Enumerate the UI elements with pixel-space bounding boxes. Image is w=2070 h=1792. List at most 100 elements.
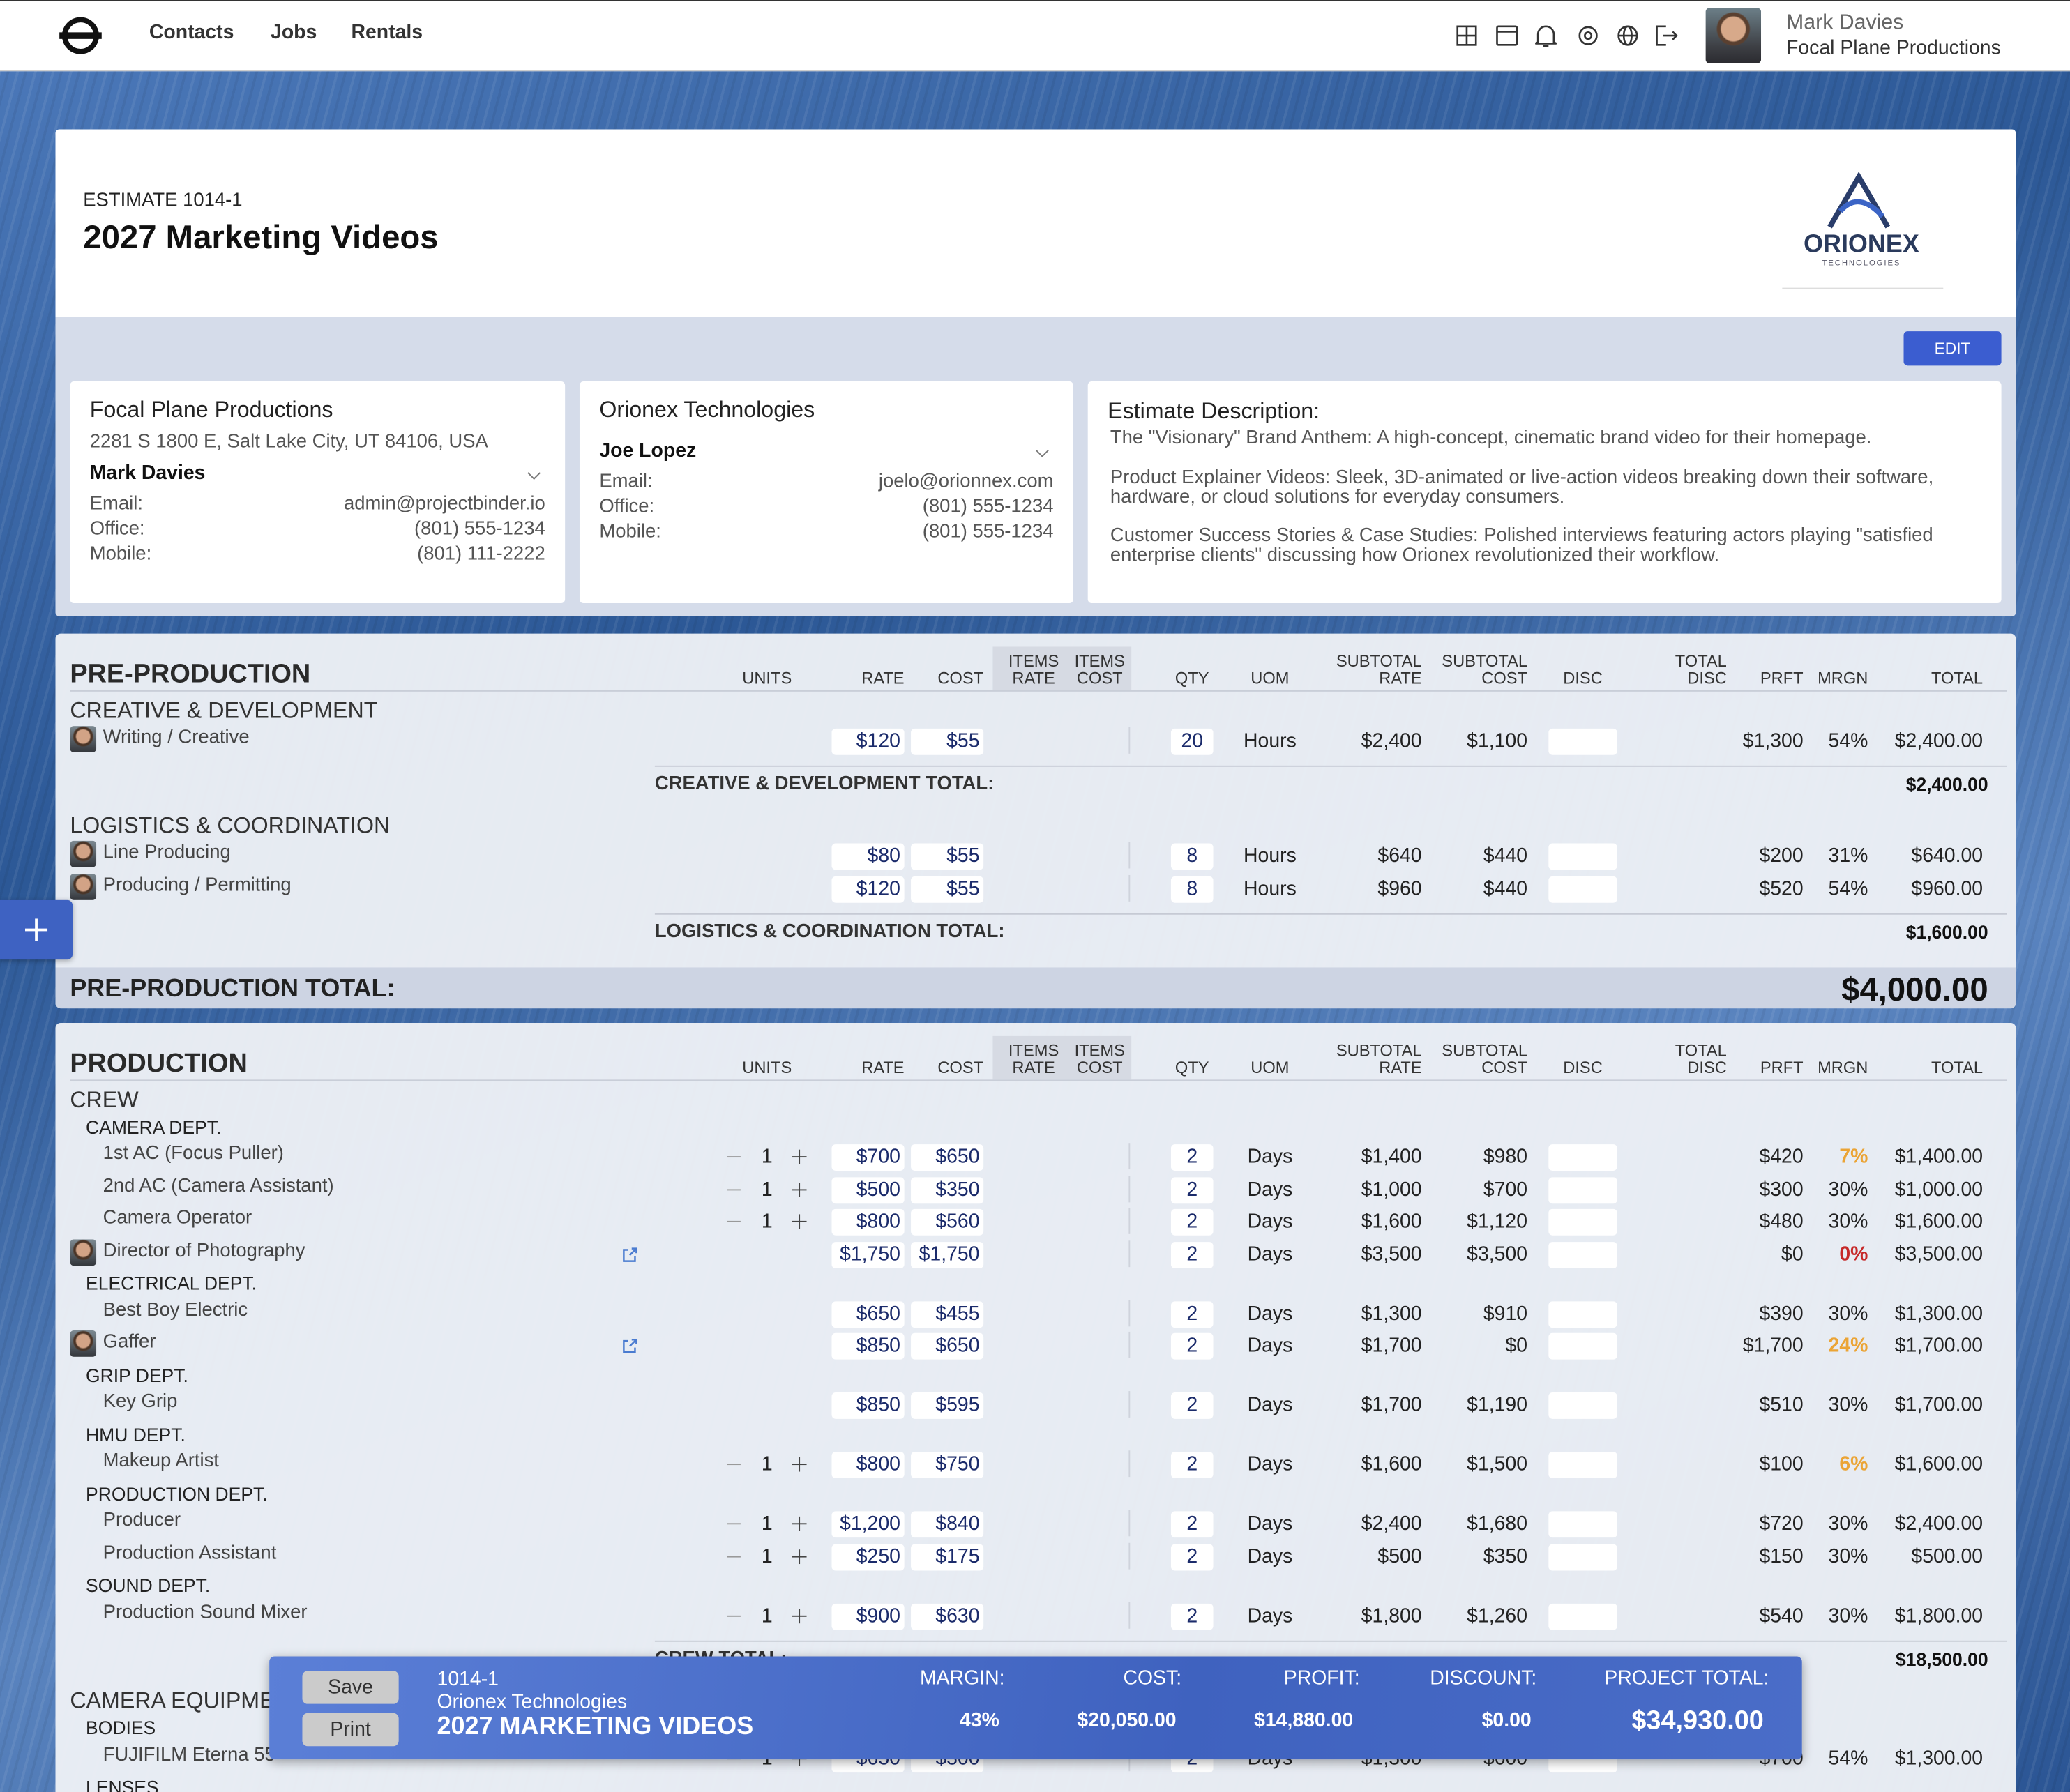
- discount-input[interactable]: [1548, 727, 1617, 754]
- print-button[interactable]: Print: [302, 1713, 399, 1747]
- cost[interactable]: $55: [911, 727, 984, 754]
- external-link[interactable]: [622, 1245, 638, 1269]
- units: 1: [761, 1453, 773, 1476]
- logo-divider: [1782, 287, 1944, 289]
- save-button[interactable]: Save: [302, 1671, 399, 1704]
- discount-input[interactable]: [1548, 1176, 1617, 1203]
- increment[interactable]: [792, 1516, 807, 1531]
- increment[interactable]: [792, 1214, 807, 1229]
- discount-input[interactable]: [1548, 1300, 1617, 1328]
- increment[interactable]: [792, 1149, 807, 1164]
- bell-icon[interactable]: [1534, 25, 1557, 47]
- qty[interactable]: 2: [1170, 1144, 1214, 1171]
- add-button[interactable]: [0, 899, 73, 960]
- contact-name[interactable]: Mark Davies: [89, 462, 206, 485]
- qty[interactable]: 2: [1170, 1452, 1214, 1478]
- increment[interactable]: [792, 1549, 807, 1564]
- decrement[interactable]: [727, 1220, 741, 1222]
- decrement[interactable]: [727, 1523, 741, 1525]
- cost[interactable]: $55: [911, 875, 984, 902]
- rate[interactable]: $900: [831, 1602, 905, 1630]
- rate[interactable]: $120: [831, 727, 905, 754]
- qty[interactable]: 2: [1170, 1176, 1214, 1203]
- cost[interactable]: $55: [911, 843, 984, 870]
- cost[interactable]: $1,750: [911, 1241, 984, 1268]
- discount-input[interactable]: [1548, 843, 1617, 870]
- discount-input[interactable]: [1548, 1144, 1617, 1171]
- subtotal-cost: $980: [1483, 1145, 1528, 1169]
- decrement[interactable]: [727, 1188, 741, 1190]
- qty[interactable]: 2: [1170, 1332, 1214, 1360]
- external-link[interactable]: [622, 1337, 638, 1360]
- cost[interactable]: $630: [911, 1602, 984, 1630]
- edit-button[interactable]: EDIT: [1903, 331, 2002, 366]
- cost[interactable]: $560: [911, 1208, 984, 1236]
- rate[interactable]: $120: [831, 875, 905, 902]
- external-link-icon[interactable]: [622, 1247, 638, 1263]
- qty[interactable]: 2: [1170, 1511, 1214, 1538]
- discount-input[interactable]: [1548, 1208, 1617, 1236]
- logo-bar: [59, 32, 102, 39]
- discount-input[interactable]: [1548, 1452, 1617, 1478]
- qty[interactable]: 20: [1170, 727, 1214, 754]
- decrement[interactable]: [727, 1156, 741, 1158]
- rate[interactable]: $80: [831, 843, 905, 870]
- settings-icon[interactable]: [1578, 26, 1598, 45]
- increment[interactable]: [792, 1608, 807, 1623]
- avatar: [70, 1238, 97, 1266]
- subtotal-rate: $1,700: [1361, 1334, 1422, 1357]
- qty[interactable]: 2: [1170, 1392, 1214, 1419]
- qty[interactable]: 8: [1170, 875, 1214, 902]
- nav-link[interactable]: Jobs: [271, 21, 317, 44]
- nav-link[interactable]: Rentals: [351, 21, 423, 44]
- discount-input[interactable]: [1548, 1241, 1617, 1268]
- app-logo[interactable]: [58, 13, 103, 58]
- qty[interactable]: 8: [1170, 843, 1214, 870]
- rate[interactable]: $800: [831, 1452, 905, 1478]
- qty[interactable]: 2: [1170, 1602, 1214, 1630]
- increment[interactable]: [792, 1182, 807, 1197]
- contact-dropdown[interactable]: [1036, 444, 1049, 457]
- external-link-icon[interactable]: [622, 1338, 638, 1354]
- user-avatar[interactable]: [1705, 8, 1762, 63]
- cost[interactable]: $750: [911, 1452, 984, 1478]
- subtotal-rate: $3,500: [1361, 1243, 1422, 1266]
- nav-link[interactable]: Contacts: [149, 21, 234, 44]
- decrement[interactable]: [727, 1614, 741, 1616]
- increment[interactable]: [792, 1457, 807, 1472]
- rate[interactable]: $700: [831, 1144, 905, 1171]
- discount-input[interactable]: [1548, 1392, 1617, 1419]
- cost[interactable]: $840: [911, 1511, 984, 1538]
- discount-input[interactable]: [1548, 875, 1617, 902]
- rate[interactable]: $800: [831, 1208, 905, 1236]
- discount-input[interactable]: [1548, 1511, 1617, 1538]
- rate[interactable]: $850: [831, 1332, 905, 1360]
- calendar-icon[interactable]: [1496, 25, 1518, 46]
- qty[interactable]: 2: [1170, 1300, 1214, 1328]
- cost[interactable]: $595: [911, 1392, 984, 1419]
- contact-dropdown[interactable]: [527, 466, 541, 480]
- rate[interactable]: $1,750: [831, 1241, 905, 1268]
- cost[interactable]: $350: [911, 1176, 984, 1203]
- contact-name[interactable]: Joe Lopez: [599, 439, 697, 462]
- discount-input[interactable]: [1548, 1332, 1617, 1360]
- logout-icon[interactable]: [1656, 25, 1678, 46]
- decrement[interactable]: [727, 1555, 741, 1557]
- qty[interactable]: 2: [1170, 1543, 1214, 1570]
- field-value: (801) 555-1234: [414, 518, 545, 540]
- decrement[interactable]: [727, 1464, 741, 1466]
- rate[interactable]: $250: [831, 1543, 905, 1570]
- cost[interactable]: $175: [911, 1543, 984, 1570]
- rate[interactable]: $650: [831, 1300, 905, 1328]
- discount-input[interactable]: [1548, 1602, 1617, 1630]
- rate[interactable]: $1,200: [831, 1511, 905, 1538]
- discount-input[interactable]: [1548, 1543, 1617, 1570]
- cost[interactable]: $650: [911, 1144, 984, 1171]
- qty[interactable]: 2: [1170, 1208, 1214, 1236]
- qty[interactable]: 2: [1170, 1241, 1214, 1268]
- rate[interactable]: $500: [831, 1176, 905, 1203]
- rate[interactable]: $850: [831, 1392, 905, 1419]
- toolbar-icons[interactable]: [1455, 22, 1679, 49]
- cost[interactable]: $650: [911, 1332, 984, 1360]
- cost[interactable]: $455: [911, 1300, 984, 1328]
